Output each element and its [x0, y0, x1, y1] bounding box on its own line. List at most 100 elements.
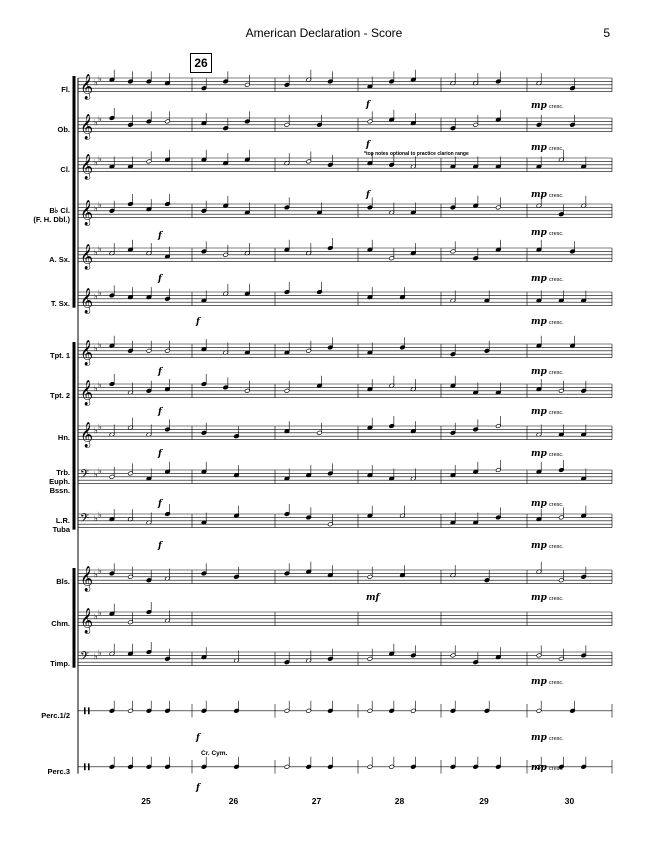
dynamic-marking: mp: [531, 190, 548, 200]
dynamic-marking: mp: [531, 317, 548, 327]
dynamic-marking: mp: [531, 677, 548, 687]
key-signature: ♭: [98, 466, 102, 475]
treble-clef: 𝄞: [80, 244, 93, 270]
dynamic-marking: f: [157, 274, 164, 284]
dynamic-marking: f: [365, 190, 372, 200]
key-signature: ♭: [94, 78, 98, 87]
score-title: American Declaration - Score: [245, 26, 403, 40]
treble-clef: 𝄞: [80, 340, 93, 366]
instrument-label: B♭ Cl. (F. H. Dbl.): [33, 206, 70, 224]
dynamic-marking: f: [195, 783, 202, 793]
measure-number: 30: [564, 796, 575, 806]
percussion-clef: [84, 763, 86, 771]
key-signature: ♭: [98, 340, 102, 349]
key-signature: ♭: [98, 154, 102, 163]
key-signature: ♭: [98, 114, 102, 123]
instrument-label: Trb. Euph. Bssn.: [49, 468, 70, 495]
dynamic-marking: mp: [531, 733, 548, 743]
instrument-label: Tpt. 1: [50, 351, 70, 360]
instrument-label: L.R. Tuba: [52, 516, 70, 534]
cresc-marking: cresc.: [549, 146, 564, 152]
key-signature: ♭: [94, 248, 98, 257]
measure-number: 28: [394, 796, 405, 806]
dynamic-marking: f: [157, 367, 164, 377]
dynamic-marking: mp: [531, 763, 548, 773]
dynamic-marking: f: [365, 100, 372, 110]
dynamic-marking: f: [157, 541, 164, 551]
optional-note-annotation: *top notes optional to practice clarion …: [364, 151, 469, 157]
dynamic-marking: f: [365, 140, 372, 150]
key-signature: ♭: [94, 344, 98, 353]
key-signature: ♭: [94, 426, 98, 435]
instrument-label: Perc.1/2: [41, 711, 70, 720]
instrument-label: Bls.: [56, 577, 70, 586]
dynamic-marking: mp: [531, 541, 548, 551]
dynamic-marking: f: [195, 733, 202, 743]
dynamic-marking: mp: [531, 143, 548, 153]
key-signature: ♭: [98, 648, 102, 657]
cresc-marking: cresc.: [549, 502, 564, 508]
measure-number: 26: [228, 796, 239, 806]
treble-clef: 𝄞: [80, 608, 93, 634]
key-signature: ♭: [98, 380, 102, 389]
dynamic-marking: f: [157, 449, 164, 459]
cresc-marking: cresc.: [549, 277, 564, 283]
percussion-clef: [88, 707, 90, 715]
instrument-label: Ob.: [57, 125, 71, 134]
key-signature: ♭: [94, 570, 98, 579]
treble-clef: 𝄞: [80, 74, 93, 100]
treble-clef: 𝄞: [80, 154, 93, 180]
cresc-marking: cresc.: [549, 104, 564, 110]
treble-clef: 𝄞: [80, 288, 93, 314]
instrument-label: Chm.: [51, 619, 70, 628]
rehearsal-mark: 26: [190, 53, 212, 73]
instrument-label: Tpt. 2: [50, 391, 70, 400]
cresc-marking: cresc.: [549, 766, 564, 772]
percussion-clef: [84, 707, 86, 715]
dynamic-marking: mp: [531, 499, 548, 509]
instrument-label: T. Sx.: [50, 299, 70, 308]
cresc-marking: cresc.: [549, 193, 564, 199]
key-signature: ♭: [94, 612, 98, 621]
dynamic-marking: mp: [531, 101, 548, 111]
key-signature: ♭: [94, 514, 98, 523]
key-signature: ♭: [98, 566, 102, 575]
instrument-label: Fl.: [61, 85, 70, 94]
instrument-label: Hn.: [57, 433, 70, 442]
treble-clef: 𝄞: [80, 200, 93, 226]
cresc-marking: cresc.: [549, 544, 564, 550]
key-signature: ♭: [94, 652, 98, 661]
measure-number: 27: [311, 796, 322, 806]
key-signature: ♭: [98, 422, 102, 431]
key-signature: ♭: [98, 288, 102, 297]
treble-clef: 𝄞: [80, 380, 93, 406]
cresc-marking: cresc.: [549, 410, 564, 416]
cresc-marking: cresc.: [549, 680, 564, 686]
key-signature: ♭: [94, 204, 98, 213]
dynamic-marking: mp: [531, 367, 548, 377]
dynamic-marking: f: [157, 499, 164, 509]
dynamic-marking: mp: [531, 228, 548, 238]
dynamic-marking: mp: [531, 449, 548, 459]
key-signature: ♭: [94, 158, 98, 167]
measure-number: 29: [479, 796, 489, 806]
key-signature: ♭: [98, 608, 102, 617]
treble-clef: 𝄞: [80, 114, 93, 140]
bass-clef: 𝄢: [80, 467, 89, 483]
key-signature: ♭: [94, 470, 98, 479]
page-number: 5: [603, 26, 610, 40]
dynamic-marking: mp: [531, 274, 548, 284]
dynamic-marking: mp: [531, 407, 548, 417]
key-signature: ♭: [94, 384, 98, 393]
key-signature: ♭: [98, 200, 102, 209]
instrument-label: A. Sx.: [49, 255, 70, 264]
treble-clef: 𝄞: [80, 422, 93, 448]
instrument-label: Perc.3: [47, 767, 70, 776]
measure-number: 25: [141, 796, 151, 806]
dynamic-marking: f: [195, 317, 202, 327]
key-signature: ♭: [98, 510, 102, 519]
dynamic-marking: f: [157, 407, 164, 417]
dynamic-marking: mf: [366, 593, 382, 603]
